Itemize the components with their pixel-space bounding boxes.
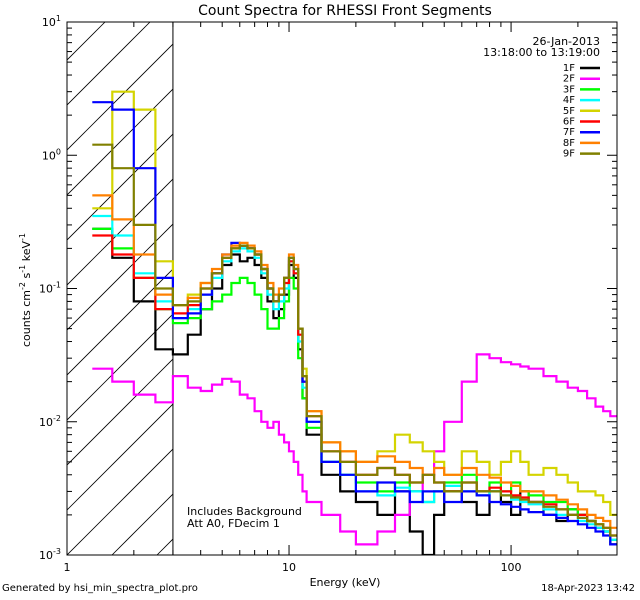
- date-label: 26-Jan-2013: [533, 35, 601, 48]
- legend-label-5F: 5F: [563, 106, 575, 117]
- legend-label-6F: 6F: [563, 117, 575, 128]
- x-tick-label: 100: [501, 561, 522, 574]
- chart-title: Count Spectra for RHESSI Front Segments: [198, 3, 492, 19]
- y-tick-label: 10-2: [39, 414, 61, 429]
- legend-label-2F: 2F: [563, 74, 575, 85]
- hatch-line: [67, 43, 173, 151]
- generated-by-text: Generated by hsi_min_spectra_plot.pro: [2, 583, 198, 594]
- y-axis-label: counts cm-2 s-1 keV-1: [18, 233, 33, 347]
- series-line-7F: [92, 101, 617, 546]
- y-tick-label: 10-1: [39, 281, 61, 296]
- annotation-background: Includes Background: [187, 505, 302, 518]
- hatch-line: [67, 22, 151, 106]
- timestamp-text: 18-Apr-2023 13:42: [541, 583, 635, 594]
- x-tick-label: 1: [64, 561, 71, 574]
- series-line-2F: [92, 353, 617, 546]
- y-tick-label: 100: [42, 147, 61, 162]
- hatch-line: [111, 493, 173, 555]
- series-line-8F: [92, 194, 617, 529]
- hatch-line: [427, 0, 640, 555]
- hatch-line: [382, 0, 640, 555]
- series-line-3F: [92, 227, 617, 541]
- legend-label-1F: 1F: [563, 63, 575, 74]
- y-tick-label: 101: [42, 14, 61, 29]
- legend-label-4F: 4F: [563, 95, 575, 106]
- hatch-line: [292, 0, 640, 555]
- legend-label-8F: 8F: [563, 138, 575, 149]
- axes: 1 10 100 10-3 10-2 10-1 100 101: [39, 14, 618, 574]
- legend-label-7F: 7F: [563, 127, 575, 138]
- x-tick-label: 10: [282, 561, 296, 574]
- time-range-label: 13:18:00 to 13:19:00: [483, 46, 600, 59]
- annotation-attenuator: Att A0, FDecim 1: [187, 517, 280, 530]
- hatch-line: [517, 0, 640, 555]
- hatch-line: [67, 403, 173, 511]
- hatch-line: [67, 358, 173, 466]
- legend-label-9F: 9F: [563, 149, 575, 160]
- series-line-9F: [92, 143, 617, 537]
- legend-label-3F: 3F: [563, 84, 575, 95]
- hatch-line: [67, 178, 173, 286]
- y-tick-label: 10-3: [39, 547, 61, 562]
- x-axis-label: Energy (keV): [310, 576, 381, 589]
- hatch-line: [67, 22, 106, 61]
- hatch-line: [67, 448, 173, 555]
